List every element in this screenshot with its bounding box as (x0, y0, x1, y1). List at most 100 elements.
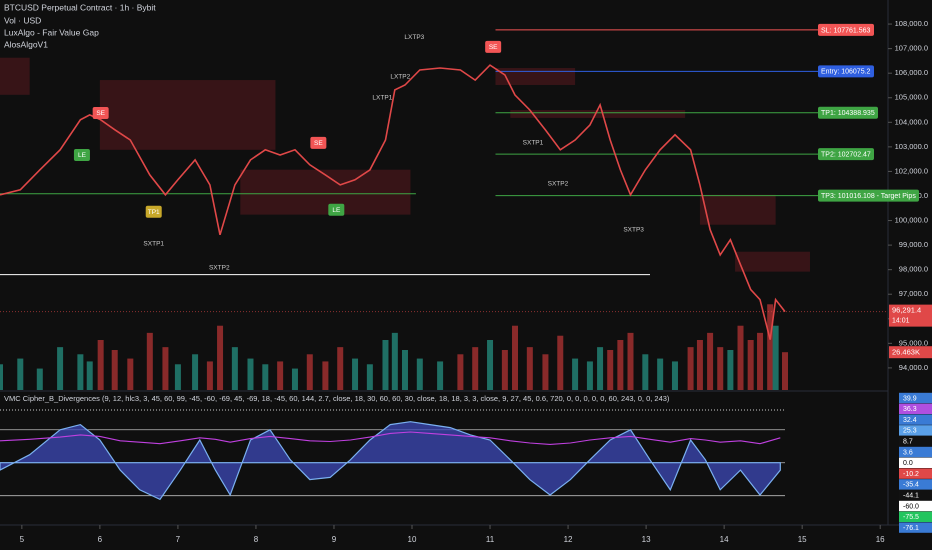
y-tick-label: 107,000.0 (895, 44, 928, 53)
indicator-badge (899, 468, 932, 479)
volume-bar (696, 340, 703, 390)
front-layer: BTCUSD Perpetual Contract · 1h · Bybit Vo… (4, 2, 932, 544)
trade-level-label: Entry: 106075.2 (821, 69, 871, 76)
indicator-badge (899, 457, 932, 468)
subtitle: AlosAlgoV1 (4, 39, 48, 49)
volume-bar (262, 364, 269, 390)
signal-label: SE (489, 44, 498, 51)
volume-bar (727, 350, 734, 390)
volume-bar (512, 325, 519, 390)
y-tick-label: 104,000.0 (895, 117, 928, 126)
volume-bar (382, 340, 389, 390)
last-price-label: 96,291.4 (892, 306, 921, 315)
y-tick-label: 97,000.0 (899, 289, 928, 298)
y-tick-label: 95,000.0 (899, 338, 928, 347)
signal-text: SXTP2 (209, 264, 230, 271)
trade-level-label: SL: 107761.563 (821, 27, 871, 34)
volume-bar (707, 332, 714, 390)
indicator-badge (899, 490, 932, 501)
volume-bar (572, 358, 579, 390)
trade-level-label: TP3: 101016.108 - Target Pips (821, 193, 916, 200)
y-tick-label: 106,000.0 (895, 68, 928, 77)
x-tick-label: 11 (486, 535, 495, 544)
indicator-badge (899, 414, 932, 425)
volume-bar (291, 368, 298, 390)
volume-bar (772, 325, 779, 390)
signal-box (73, 148, 90, 161)
x-tick-label: 5 (20, 535, 25, 544)
x-tick-label: 8 (254, 535, 259, 544)
fvg-zone (495, 68, 576, 85)
trade-level-badge (818, 189, 919, 202)
fvg-zone (510, 110, 686, 118)
signal-label: TP1 (148, 209, 160, 216)
indicator-badge-label: 39.9 (903, 395, 917, 402)
countdown-label: 14:01 (892, 317, 910, 324)
trade-level-label: TP2: 102702.47 (821, 152, 871, 159)
indicator-badge (899, 500, 932, 512)
x-tick-label: 14 (720, 535, 729, 544)
volume-bar (111, 350, 118, 390)
chart-title: BTCUSD Perpetual Contract · 1h · Bybit (4, 2, 156, 12)
volume-bar (671, 361, 678, 390)
volume-bar (366, 364, 373, 390)
signal-text: SXTP1 (143, 240, 164, 247)
volume-bar (747, 340, 754, 390)
volume-bar (472, 347, 479, 390)
signal-label: SE (314, 140, 323, 147)
fvg-zone (699, 194, 776, 225)
fvg-zone (99, 80, 276, 150)
signal-text: SXTP3 (623, 226, 644, 233)
y-tick-label: 103,000.0 (895, 142, 928, 151)
y-tick-label: 98,000.0 (899, 265, 928, 274)
volume-bar (36, 368, 43, 390)
volume-bar (57, 347, 64, 390)
volume-bar (542, 354, 549, 390)
volume-bar (17, 358, 24, 390)
volume-bar (586, 361, 593, 390)
indicator-badge-label: -60.0 (903, 503, 919, 510)
indicator-title: VMC Cipher_B_Divergences (9, 12, hlc3, 3… (4, 394, 670, 403)
x-tick-label: 15 (798, 535, 807, 544)
last-volume-label: 26.463K (892, 348, 920, 357)
volume-bar (247, 358, 254, 390)
y-tick-label: 108,000.0 (895, 19, 928, 28)
volume-bar (97, 340, 104, 390)
volume-bar (597, 347, 604, 390)
indicator-badge-label: 25.3 (903, 428, 917, 435)
signal-box (145, 205, 162, 218)
x-tick-label: 16 (876, 535, 885, 544)
volume-bar (174, 364, 181, 390)
signal-text: SXTP1 (523, 140, 544, 147)
volume-bar (352, 358, 359, 390)
x-tick-label: 7 (176, 535, 181, 544)
fvg-zone (240, 169, 411, 215)
indicator-badge-label: -10.2 (903, 471, 919, 478)
volume-bar (192, 354, 199, 390)
indicator-badge (899, 392, 932, 404)
volume-bar (86, 361, 93, 390)
signal-label: SE (96, 110, 105, 117)
volume-bar (416, 358, 423, 390)
last-price-badge (889, 304, 932, 327)
indicator-badge-label: 8.7 (903, 439, 913, 446)
trade-level-badge (818, 106, 878, 119)
volume-bar (322, 361, 329, 390)
volume-bar (757, 332, 764, 390)
indicator-badge-label: 36.3 (903, 406, 917, 413)
volume-bar (607, 350, 614, 390)
indicator-badge (899, 522, 932, 533)
volume-bar (501, 350, 508, 390)
signal-text: LXTP2 (390, 74, 410, 81)
volume-bar (277, 361, 284, 390)
subtitle: LuxAlgo - Fair Value Gap (4, 27, 99, 37)
indicator-badge-label: -76.1 (903, 525, 919, 532)
indicator-badge-label: 32.4 (903, 417, 917, 424)
indicator-badge-label: 3.6 (903, 449, 913, 456)
y-tick-label: 94,000.0 (899, 363, 928, 372)
trade-level-badge (818, 148, 874, 161)
volume-bar (306, 354, 313, 390)
volume-bar (77, 354, 84, 390)
y-tick-label: 99,000.0 (899, 240, 928, 249)
